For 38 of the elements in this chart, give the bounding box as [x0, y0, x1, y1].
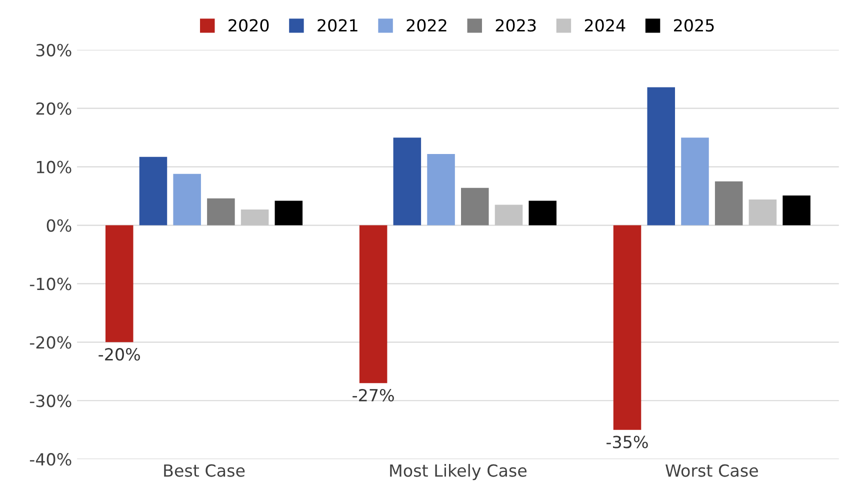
- y-tick-label: -40%: [30, 453, 72, 466]
- legend-label: 2021: [318, 19, 358, 32]
- bar: [274, 200, 303, 226]
- bar: [139, 156, 168, 226]
- x-tick-label: Best Case: [164, 464, 245, 477]
- bar: [105, 225, 134, 342]
- x-tick-label: Worst Case: [666, 464, 758, 477]
- bar: [528, 200, 556, 226]
- bar: [461, 188, 489, 226]
- y-tick-label: 30%: [36, 44, 72, 56]
- y-tick-label: 0%: [46, 219, 72, 232]
- bar: [173, 174, 201, 226]
- bar: [613, 225, 642, 430]
- bar: [207, 198, 235, 226]
- x-tick-label: Most Likely Case: [390, 464, 527, 480]
- bar: [494, 204, 523, 226]
- bar: [240, 209, 269, 226]
- y-tick-label: -30%: [30, 394, 72, 408]
- y-tick-label: -10%: [30, 278, 72, 290]
- bar: [782, 195, 810, 226]
- y-tick-label: 20%: [36, 102, 72, 115]
- data-label: -20%: [98, 348, 140, 361]
- y-tick-label: 10%: [36, 160, 72, 174]
- data-label: -35%: [606, 436, 648, 448]
- legend-label: 2022: [406, 19, 446, 32]
- bar: [393, 138, 422, 226]
- bar: [647, 87, 675, 226]
- bar: [359, 225, 388, 384]
- y-tick-label: -20%: [30, 336, 72, 349]
- bar: [427, 154, 455, 226]
- bar: [714, 181, 743, 226]
- legend-label: 2024: [584, 19, 626, 32]
- legend-label: 2020: [228, 19, 269, 32]
- bar: [748, 200, 777, 226]
- bar: [681, 138, 709, 226]
- legend-label: 2025: [674, 19, 714, 32]
- data-label: -27%: [352, 388, 394, 402]
- legend-label: 2023: [496, 19, 536, 32]
